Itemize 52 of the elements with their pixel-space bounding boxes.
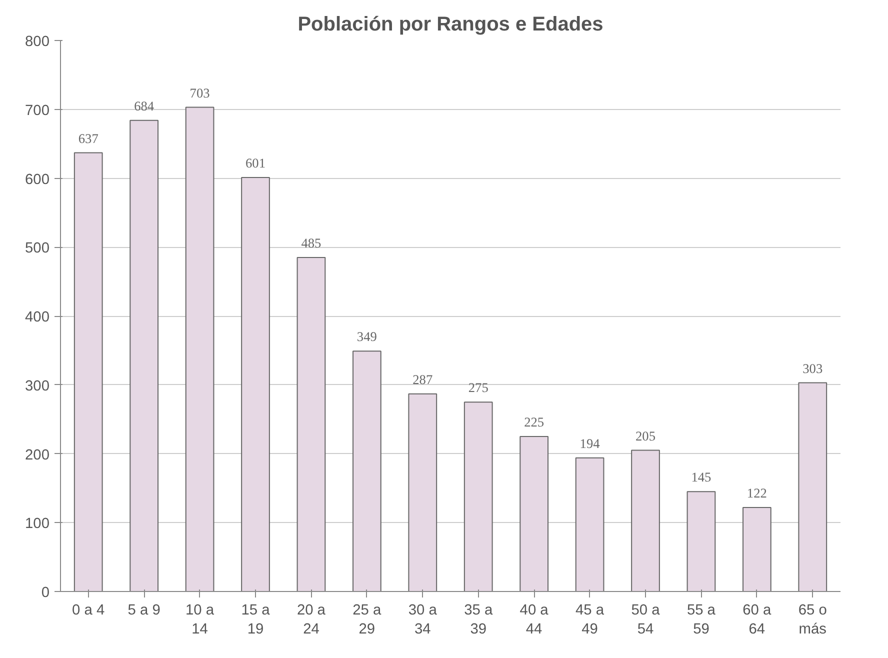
- y-tick-label: 400: [25, 310, 50, 326]
- bar: [74, 152, 103, 592]
- y-tick-label: 300: [25, 378, 50, 394]
- x-tick-label: 35 a 39: [464, 602, 494, 638]
- x-tick-label: 20 a 24: [296, 602, 326, 638]
- data-label: 205: [636, 428, 656, 444]
- data-label: 349: [356, 329, 378, 344]
- y-tick-label: 200: [25, 447, 50, 464]
- bar: [352, 350, 382, 592]
- data-label: 485: [301, 235, 322, 250]
- bar: [686, 491, 716, 592]
- x-tick-label: 15 a 19: [241, 602, 271, 638]
- x-tick-label: 25 a 29: [352, 602, 382, 638]
- data-label: 194: [580, 436, 600, 451]
- x-tick-label: 60 a 64: [742, 602, 772, 638]
- chart-title: Población por Rangos e Edades: [298, 14, 604, 36]
- bar: [520, 436, 548, 592]
- data-label: 275: [468, 380, 489, 396]
- data-label: 303: [802, 360, 823, 376]
- data-label: 145: [691, 470, 712, 485]
- data-label: 703: [190, 85, 210, 100]
- x-tick-label: 30 a 34: [408, 602, 438, 638]
- x-tick-label: 45 a 49: [576, 602, 605, 638]
- bar: [241, 177, 270, 592]
- bar: [464, 402, 493, 592]
- data-label: 684: [134, 98, 154, 114]
- y-tick-label: 100: [25, 516, 50, 532]
- y-tick-label: 600: [25, 172, 50, 188]
- data-label: 601: [246, 156, 266, 171]
- y-tick-label: 0: [41, 585, 50, 601]
- data-label: 122: [746, 485, 767, 500]
- bar: [408, 393, 438, 592]
- bar: [296, 256, 326, 592]
- x-tick-label: 5 a 9: [128, 602, 160, 618]
- bar: [575, 457, 604, 592]
- y-tick-label: 500: [25, 240, 50, 257]
- x-tick-label: 50 a 54: [631, 602, 661, 638]
- x-tick-label: 0 a 4: [72, 602, 105, 618]
- x-tick-label: 55 a 59: [686, 602, 716, 638]
- y-tick-label: 800: [25, 34, 50, 50]
- bar: [130, 120, 158, 592]
- bar: [631, 450, 660, 592]
- x-tick-label: 10 a 14: [186, 602, 215, 638]
- data-label: 287: [412, 372, 433, 387]
- x-tick-label: 65 o más: [798, 602, 827, 638]
- data-label: 225: [524, 414, 544, 430]
- bar: [185, 106, 214, 592]
- y-tick-label: 700: [25, 102, 50, 119]
- bar: [798, 382, 828, 592]
- data-label: 637: [78, 130, 99, 146]
- x-tick-label: 40 a 44: [520, 602, 550, 638]
- bar: [742, 506, 772, 592]
